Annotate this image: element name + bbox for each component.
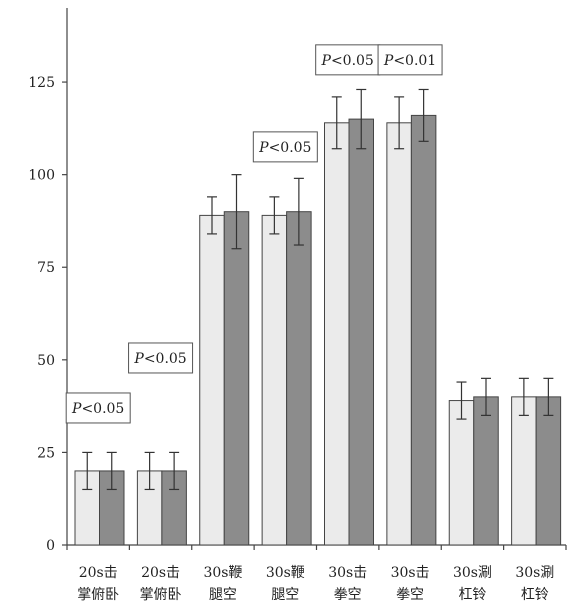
p-value-box <box>315 44 381 76</box>
p-value-box <box>65 392 131 424</box>
p-value-label: P<0.01 <box>383 53 436 69</box>
bar <box>223 211 250 546</box>
error-bars <box>82 88 554 491</box>
x-category-label: 拳空 <box>334 587 362 603</box>
bar <box>348 118 374 546</box>
x-category-label: 20s击 <box>141 565 180 581</box>
y-tick-label: 100 <box>28 168 55 184</box>
bar <box>448 400 475 546</box>
x-category-label: 30s涮 <box>453 565 492 581</box>
x-category-label: 30s鞭 <box>266 565 305 581</box>
p-value-box <box>128 342 194 374</box>
bar <box>324 122 350 546</box>
bar <box>473 396 499 546</box>
x-category-label: 掌俯卧 <box>140 587 182 603</box>
bar <box>511 396 537 546</box>
bar <box>410 114 437 546</box>
p-value-label: P<0.05 <box>321 53 374 69</box>
y-tick-label: 50 <box>37 353 55 369</box>
x-category-label: 腿空 <box>271 587 299 603</box>
bars <box>74 114 562 546</box>
bar <box>535 396 562 546</box>
p-value-box <box>377 44 443 76</box>
p-value-label: P<0.05 <box>71 401 124 417</box>
x-category-label: 杠铃 <box>458 587 486 603</box>
x-category-label: 20s击 <box>79 565 118 581</box>
y-tick-label: 75 <box>37 260 55 276</box>
x-category-label: 腿空 <box>209 587 237 603</box>
x-category-label: 30s击 <box>391 565 430 581</box>
p-value-label: P<0.05 <box>133 351 186 367</box>
y-tick-label: 25 <box>37 445 55 461</box>
p-value-box <box>252 131 318 163</box>
x-category-label: 杠铃 <box>521 587 549 603</box>
axes: 0 25 50 75 100 125 <box>28 8 567 554</box>
x-category-label: 30s鞭 <box>203 565 242 581</box>
annotations: P<0.05 P<0.05 P<0.05 P<0.05 P<0.01 <box>65 44 443 424</box>
p-value-label: P<0.05 <box>258 140 311 156</box>
y-tick-label: 125 <box>28 75 55 91</box>
y-tick-label: 0 <box>46 538 55 554</box>
x-category-label: 拳空 <box>396 587 424 603</box>
x-category-label: 30s涮 <box>515 565 554 581</box>
bar <box>386 122 412 546</box>
bar <box>261 214 288 546</box>
x-category-label: 掌俯卧 <box>77 587 119 603</box>
x-category-label: 30s击 <box>328 565 367 581</box>
bar <box>199 214 225 546</box>
bar <box>286 211 312 546</box>
